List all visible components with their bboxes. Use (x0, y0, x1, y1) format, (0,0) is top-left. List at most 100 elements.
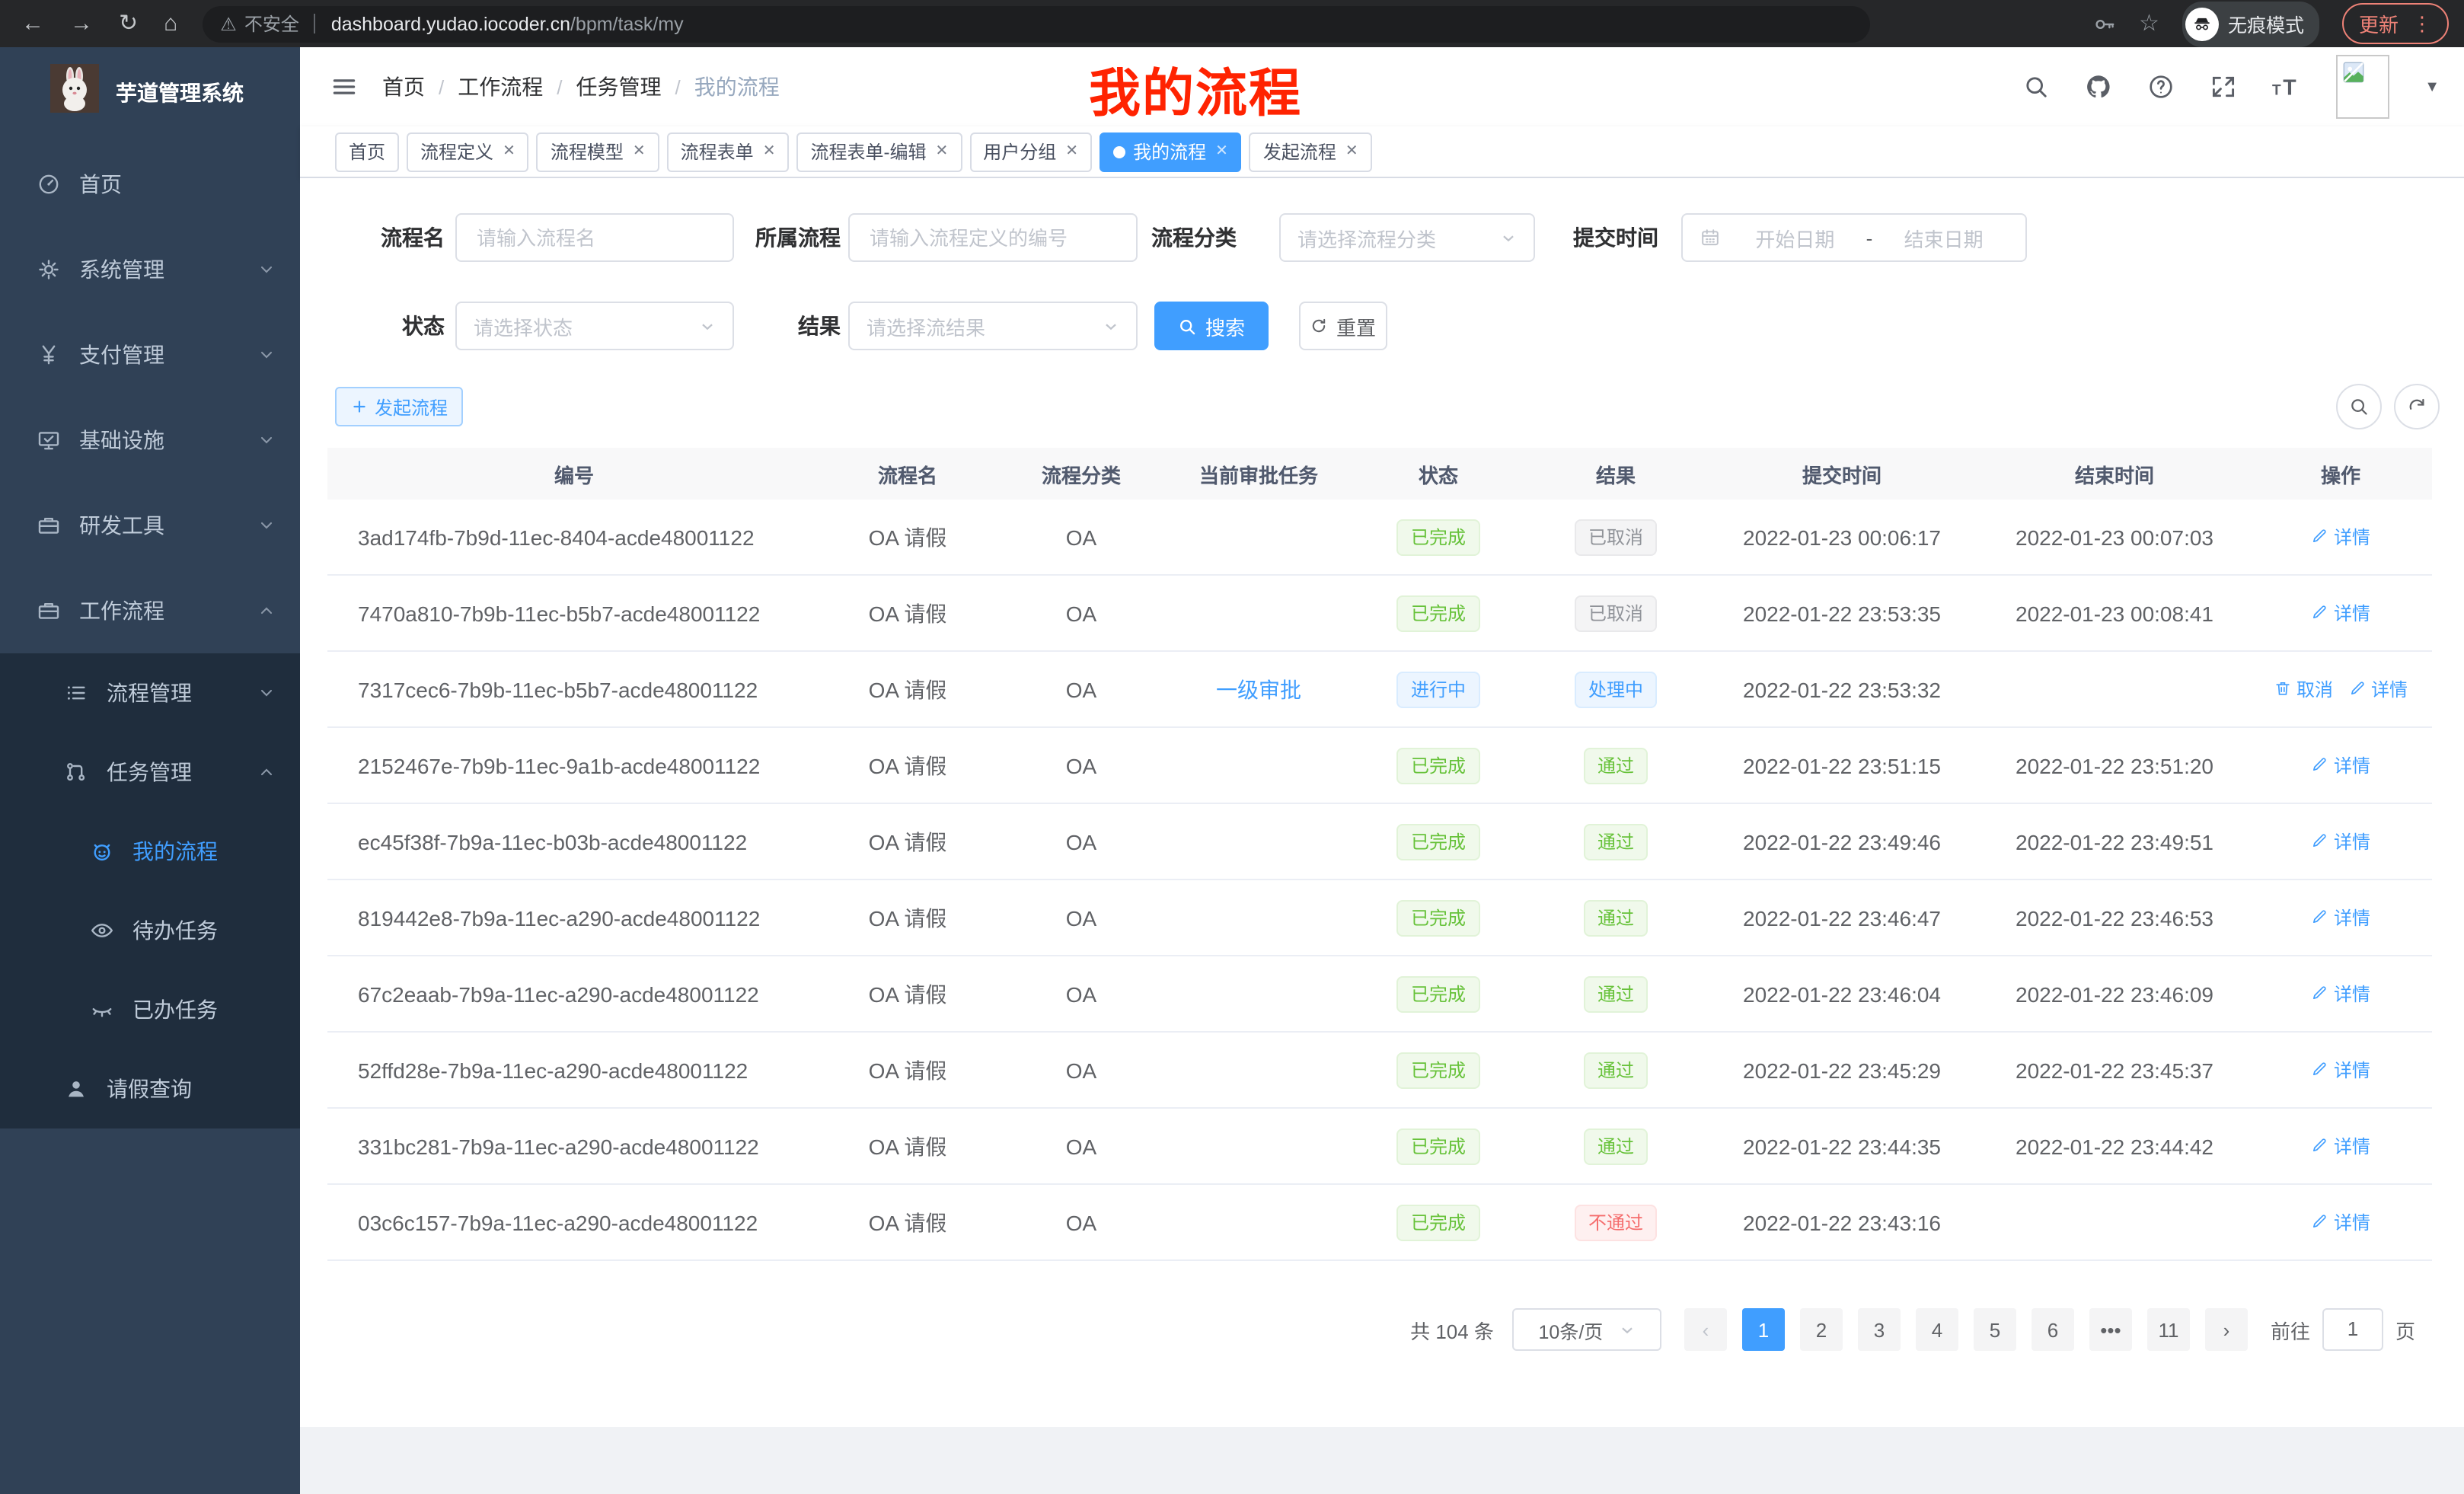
close-icon[interactable]: ✕ (762, 143, 776, 160)
page-button-3[interactable]: 3 (1857, 1308, 1901, 1351)
page-button-1[interactable]: 1 (1741, 1308, 1785, 1351)
sidebar-item-infrastructure[interactable]: 基础设施 (0, 397, 300, 483)
browser-back-icon[interactable]: ← (21, 11, 44, 37)
category-select[interactable]: 请选择流程分类 (1279, 213, 1535, 262)
goto-page-input[interactable]: 1 (2322, 1308, 2383, 1351)
cancel-link[interactable]: 取消 (2274, 676, 2333, 702)
sidebar-item-task-mgmt[interactable]: 任务管理 (0, 733, 300, 812)
start-date-placeholder[interactable]: 开始日期 (1755, 228, 1835, 251)
sidebar-item-home[interactable]: 首页 (0, 142, 300, 227)
cell-submit-time: 2022-01-22 23:46:47 (1704, 879, 1980, 956)
cell-end-time: 2022-01-22 23:45:37 (1980, 1032, 2249, 1109)
infra-icon (37, 428, 61, 452)
help-icon[interactable] (2147, 73, 2175, 101)
breadcrumb-item[interactable]: 工作流程 (458, 75, 544, 99)
prev-page-button[interactable]: ‹ (1684, 1308, 1727, 1351)
close-icon[interactable]: ✕ (1345, 143, 1358, 160)
process-def-input[interactable] (848, 213, 1138, 262)
detail-link[interactable]: 详情 (2311, 524, 2370, 550)
user-avatar[interactable] (2336, 55, 2390, 119)
tab-process-definition[interactable]: 流程定义 ✕ (407, 132, 529, 171)
detail-link[interactable]: 详情 (2311, 828, 2370, 854)
sidebar-item-leave-query[interactable]: 请假查询 (0, 1049, 300, 1128)
create-process-button[interactable]: 发起流程 (335, 387, 464, 426)
chevron-down-icon (699, 318, 716, 334)
process-table: 编号 流程名 流程分类 当前审批任务 状态 结果 提交时间 结束时间 操作 3ad174fb-7… (327, 448, 2432, 1261)
close-icon[interactable]: ✕ (935, 143, 949, 160)
page-button-6[interactable]: 6 (2031, 1308, 2074, 1351)
key-icon[interactable] (2092, 11, 2116, 36)
address-bar[interactable]: ⚠ 不安全 dashboard.yudao.iocoder.cn/bpm/tas… (202, 5, 1870, 42)
hamburger-icon[interactable] (330, 73, 358, 101)
tab-process-form-edit[interactable]: 流程表单-编辑 ✕ (796, 132, 962, 171)
avatar-caret-icon[interactable]: ▼ (2424, 78, 2440, 95)
submit-time-range-picker[interactable]: 开始日期 - 结束日期 (1681, 213, 2027, 262)
process-name-input[interactable] (455, 213, 734, 262)
close-icon[interactable]: ✕ (503, 143, 515, 160)
search-button[interactable]: 搜索 (1154, 302, 1269, 350)
detail-link[interactable]: 详情 (2311, 905, 2370, 931)
browser-menu-icon[interactable]: ⋮ (2412, 12, 2432, 35)
close-icon[interactable]: ✕ (1215, 143, 1228, 160)
search-icon[interactable] (2022, 73, 2050, 101)
tab-my-process[interactable]: 我的流程 ✕ (1100, 132, 1242, 171)
sidebar-item-payment[interactable]: 支付管理 (0, 312, 300, 397)
detail-link[interactable]: 详情 (2311, 981, 2370, 1007)
page-button-4[interactable]: 4 (1915, 1308, 1958, 1351)
sidebar-item-label: 系统管理 (79, 257, 164, 282)
sidebar-item-process-mgmt[interactable]: 流程管理 (0, 653, 300, 733)
tab-process-model[interactable]: 流程模型 ✕ (536, 132, 659, 171)
breadcrumb-item[interactable]: 任务管理 (576, 75, 662, 99)
browser-forward-icon[interactable]: → (70, 11, 93, 37)
page-button-5[interactable]: 5 (1973, 1308, 2016, 1351)
browser-home-icon[interactable]: ⌂ (164, 11, 178, 37)
bookmark-star-icon[interactable]: ☆ (2139, 11, 2159, 37)
cell-process-name: OA 请假 (821, 956, 994, 1033)
pencil-icon (2311, 1061, 2329, 1079)
result-select[interactable]: 请选择流结果 (848, 302, 1138, 350)
sidebar-item-done-tasks[interactable]: 已办任务 (0, 970, 300, 1049)
close-icon[interactable]: ✕ (1065, 143, 1079, 160)
cell-current-task (1168, 500, 1349, 576)
column-header: 流程名 (821, 448, 994, 500)
sidebar-item-workflow[interactable]: 工作流程 (0, 568, 300, 653)
detail-link[interactable]: 详情 (2311, 1209, 2370, 1235)
sidebar-item-todo-tasks[interactable]: 待办任务 (0, 891, 300, 970)
chevron-down-icon (257, 346, 276, 364)
detail-link[interactable]: 详情 (2311, 1057, 2370, 1083)
breadcrumb-item[interactable]: 首页 (382, 75, 425, 99)
detail-link[interactable]: 详情 (2311, 752, 2370, 778)
browser-reload-icon[interactable]: ↻ (119, 11, 139, 37)
detail-link[interactable]: 详情 (2311, 1133, 2370, 1159)
column-header: 操作 (2249, 448, 2432, 500)
tab-process-form[interactable]: 流程表单 ✕ (666, 132, 790, 171)
cell-status: 已完成 (1349, 727, 1527, 804)
process-def-field[interactable] (867, 225, 1119, 251)
browser-update-button[interactable]: 更新 ⋮ (2341, 3, 2449, 44)
sidebar-item-dev-tools[interactable]: 研发工具 (0, 483, 300, 568)
refresh-table-button[interactable] (2394, 384, 2440, 429)
sidebar-item-system[interactable]: 系统管理 (0, 227, 300, 312)
tab-home[interactable]: 首页 (335, 132, 400, 171)
github-icon[interactable] (2085, 73, 2112, 101)
show-search-button[interactable] (2336, 384, 2382, 429)
current-task-link[interactable]: 一级审批 (1216, 677, 1301, 701)
page-size-select[interactable]: 10条/页 (1511, 1308, 1661, 1351)
status-select[interactable]: 请选择状态 (455, 302, 734, 350)
page-button-2[interactable]: 2 (1799, 1308, 1843, 1351)
fullscreen-icon[interactable] (2210, 73, 2237, 101)
end-date-placeholder[interactable]: 结束日期 (1904, 228, 1984, 251)
more-pages-button[interactable]: ••• (2089, 1308, 2132, 1351)
tab-user-group[interactable]: 用户分组 ✕ (969, 132, 1093, 171)
sidebar-item-my-process[interactable]: 我的流程 (0, 812, 300, 891)
close-icon[interactable]: ✕ (632, 143, 646, 160)
reset-button[interactable]: 重置 (1299, 302, 1387, 350)
next-page-button[interactable]: › (2204, 1308, 2248, 1351)
process-name-field[interactable] (474, 225, 716, 251)
page-button-11[interactable]: 11 (2146, 1308, 2190, 1351)
tab-start-process[interactable]: 发起流程 ✕ (1249, 132, 1372, 171)
detail-link[interactable]: 详情 (2348, 676, 2408, 702)
cell-category: OA (994, 727, 1168, 804)
detail-link[interactable]: 详情 (2311, 600, 2370, 626)
